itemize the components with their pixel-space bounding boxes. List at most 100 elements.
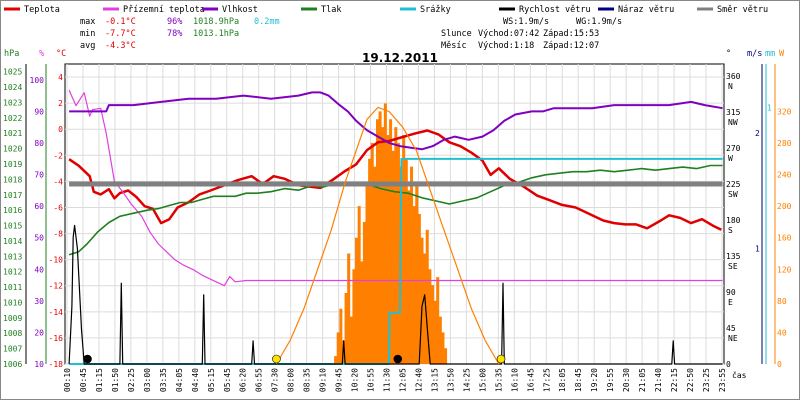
dir-compass-label: NW — [728, 118, 738, 127]
x-tick-label: 01:15 — [95, 368, 104, 392]
x-tick-label: 15:00 — [478, 368, 487, 392]
radiation-bar — [347, 253, 351, 364]
radiation-bar — [420, 237, 424, 364]
hpa-tick-label: 1020 — [3, 145, 22, 154]
moon-rise: Východ:1:18 — [478, 41, 534, 51]
wind-ws: WS:1.9m/s — [503, 17, 549, 27]
ms-tick-label: 1 — [755, 245, 760, 254]
radiation-bar — [386, 135, 390, 364]
w-axis-label: W — [779, 49, 785, 59]
hpa-tick-label: 1007 — [3, 345, 22, 354]
hpa-tick-label: 1022 — [3, 114, 22, 123]
temp-tick-label: -18 — [49, 360, 64, 369]
dir-tick-label: 45 — [726, 324, 736, 333]
radiation-bar — [357, 206, 361, 364]
x-tick-label: 17:25 — [542, 368, 551, 392]
w-tick-label: 80 — [777, 297, 787, 306]
stat-max-temp: -0.1°C — [105, 17, 136, 27]
hpa-tick-label: 1014 — [3, 237, 22, 246]
radiation-bar — [334, 356, 338, 364]
temp-tick-label: -16 — [49, 334, 64, 343]
x-tick-label: 10:20 — [351, 368, 360, 392]
hpa-tick-label: 1011 — [3, 283, 22, 292]
x-tick-label: 07:30 — [271, 368, 280, 392]
radiation-bar — [407, 190, 411, 364]
pct-tick-label: 80 — [34, 139, 44, 148]
pct-tick-label: 20 — [34, 328, 44, 337]
w-tick-label: 0 — [777, 360, 782, 369]
dir-tick-label: 360 — [726, 72, 741, 81]
series-line — [275, 106, 500, 365]
hpa-tick-label: 1012 — [3, 268, 22, 277]
temp-tick-label: -8 — [53, 230, 63, 239]
hpa-tick-label: 1025 — [3, 68, 22, 77]
x-tick-label: 10:55 — [367, 368, 376, 392]
series-line — [68, 129, 722, 231]
dir-tick-label: 90 — [726, 288, 736, 297]
pct-tick-label: 70 — [34, 171, 44, 180]
radiation-bar — [336, 332, 340, 364]
wind-info: WS:1.9m/s WG:1.9m/s Slunce Východ:07:42 … — [441, 17, 622, 51]
radiation-bar — [417, 214, 421, 364]
radiation-bar — [373, 166, 377, 364]
dir-compass-label: E — [728, 298, 733, 307]
stat-max-press: 1018.9hPa — [193, 17, 239, 27]
legend-label: Tlak — [321, 5, 341, 15]
x-tick-label: 00:10 — [63, 368, 72, 392]
ms-axis-label: m/s — [747, 49, 762, 59]
x-tick-label: 15:35 — [494, 368, 503, 392]
x-tick-label: 18:05 — [558, 368, 567, 392]
sun-label: Slunce — [441, 29, 472, 39]
chart-title: 19.12.2011 — [362, 51, 438, 65]
radiation-bar — [415, 182, 419, 364]
radiation-bar — [404, 158, 408, 364]
dir-compass-label: NE — [728, 334, 738, 343]
w-tick-label: 200 — [777, 202, 792, 211]
radiation-bar — [438, 316, 442, 364]
w-tick-label: 240 — [777, 171, 792, 180]
x-tick-label: 03:35 — [159, 368, 168, 392]
dir-tick-label: 180 — [726, 216, 741, 225]
x-tick-label: 22:50 — [686, 368, 695, 392]
legend-label: Směr větru — [717, 5, 768, 15]
dir-compass-label: SE — [728, 262, 738, 271]
sun-dot-marker — [272, 354, 281, 364]
temp-tick-label: -2 — [53, 151, 63, 160]
radiation-bar — [394, 127, 398, 364]
radiation-bar — [362, 221, 366, 364]
mm-tick-label: 1 — [767, 104, 772, 113]
stat-avg-temp: -4.3°C — [105, 41, 136, 51]
radiation-bar — [389, 119, 393, 365]
x-tick-label: 05:45 — [223, 368, 232, 392]
x-tick-label: 12:05 — [398, 368, 407, 392]
x-tick-label: 04:40 — [191, 368, 200, 392]
radiation-bar — [412, 206, 416, 364]
w-tick-label: 280 — [777, 139, 792, 148]
hpa-tick-label: 1019 — [3, 160, 22, 169]
dir-tick-label: 0 — [726, 360, 731, 369]
dir-compass-label: N — [728, 82, 733, 91]
x-tick-label: 06:20 — [239, 368, 248, 392]
pct-tick-label: 90 — [34, 107, 44, 116]
dir-tick-label: 315 — [726, 108, 741, 117]
pct-axis-label: % — [39, 49, 44, 59]
hpa-tick-label: 1021 — [3, 129, 22, 138]
x-tick-label: 09:10 — [319, 368, 328, 392]
legend-label: Náraz větru — [618, 5, 674, 15]
x-tick-label: 08:00 — [287, 368, 296, 392]
stat-max-label: max — [80, 17, 95, 27]
moon-dot-marker — [83, 354, 92, 364]
hpa-tick-label: 1018 — [3, 175, 22, 184]
hpa-tick-label: 1008 — [3, 329, 22, 338]
x-axis-label: čas — [732, 370, 747, 380]
legend-label: Přízemní teplota — [123, 5, 205, 15]
radiation-bar — [402, 135, 406, 364]
dir-compass-label: SW — [728, 190, 738, 199]
dir-compass-label: S — [728, 226, 733, 235]
legend: Teplota Přízemní teplota Vlhkost Tlak Srážky… — [4, 5, 768, 15]
x-tick-label: 13:15 — [430, 368, 439, 392]
radiation-bar — [360, 261, 364, 364]
legend-label: Teplota — [24, 5, 60, 15]
mm-axis-label: mm — [765, 49, 775, 59]
radiation-bar — [444, 348, 448, 364]
